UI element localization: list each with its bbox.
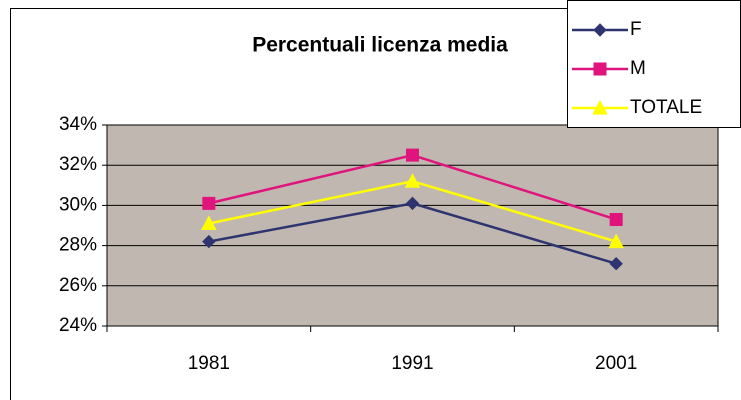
- marker: [404, 173, 421, 188]
- x-tick-label: 2001: [595, 353, 637, 374]
- marker: [202, 196, 216, 210]
- y-tick-label: 32%: [59, 154, 97, 175]
- marker: [608, 233, 625, 249]
- legend-label: M: [630, 58, 646, 79]
- x-tick-label: 1991: [391, 353, 433, 374]
- x-tick-label: 1981: [188, 353, 230, 374]
- legend-label: TOTALE: [630, 97, 702, 118]
- y-tick-label: 28%: [59, 235, 97, 256]
- marker: [609, 212, 623, 226]
- chart-title: Percentuali licenza media: [252, 34, 508, 57]
- y-tick-label: 34%: [59, 114, 97, 135]
- legend-marker: [593, 23, 607, 37]
- legend-label: F: [630, 19, 642, 40]
- legend-marker: [592, 99, 608, 115]
- marker: [202, 234, 216, 249]
- marker: [609, 256, 623, 271]
- marker: [406, 148, 419, 162]
- legend-box: [567, 0, 741, 128]
- y-tick-label: 24%: [59, 315, 97, 336]
- y-tick-label: 30%: [59, 194, 97, 215]
- y-tick-label: 26%: [59, 275, 97, 296]
- marker: [405, 196, 420, 211]
- legend-marker: [593, 62, 607, 76]
- marker: [200, 215, 217, 230]
